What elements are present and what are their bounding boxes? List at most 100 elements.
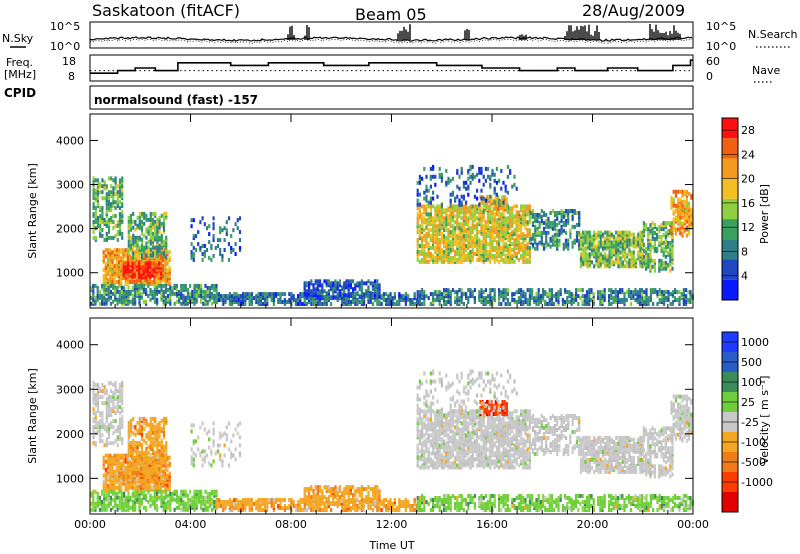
power-cell — [211, 301, 214, 306]
freq-right-tick-bottom: 0 — [706, 70, 713, 83]
power-cell — [556, 228, 559, 233]
power-cell — [96, 224, 100, 228]
power-cell — [669, 268, 672, 273]
power-cell — [560, 228, 563, 233]
velocity-cell — [94, 393, 97, 398]
power-cell — [534, 228, 537, 233]
power-cell — [149, 241, 152, 246]
power-cell — [536, 213, 539, 217]
power-cell — [148, 258, 151, 263]
power-cell — [625, 290, 628, 295]
power-cell — [321, 295, 324, 300]
power-cell — [575, 238, 579, 243]
power-cell — [480, 257, 483, 262]
power-cell — [248, 298, 251, 302]
power-cell — [645, 254, 648, 259]
power-cell — [570, 292, 573, 297]
power-cell — [129, 269, 132, 274]
power-cell — [190, 242, 193, 247]
power-cell — [434, 236, 437, 241]
power-cell — [630, 242, 633, 247]
power-cell — [113, 278, 116, 282]
power-cell — [142, 287, 145, 292]
power-cell — [473, 174, 476, 179]
power-cell — [597, 296, 600, 301]
power-cell — [469, 242, 472, 247]
velocity-cell — [102, 485, 105, 490]
power-cell — [460, 216, 463, 221]
power-cell — [107, 260, 110, 265]
velocity-cell — [109, 467, 112, 472]
velocity-cell — [118, 459, 121, 464]
power-cell — [504, 184, 507, 189]
velocity-cell — [114, 411, 117, 416]
power-cell — [425, 294, 428, 299]
power-cell — [149, 253, 152, 258]
power-cell — [619, 264, 622, 269]
velocity-cell — [102, 455, 105, 460]
power-cell — [567, 242, 570, 247]
power-cell — [619, 230, 622, 235]
power-cell — [490, 195, 493, 200]
power-cell — [471, 230, 474, 235]
power-cell — [465, 180, 468, 185]
power-cell — [162, 217, 166, 222]
power-cell — [493, 246, 496, 250]
power-cell — [601, 240, 605, 245]
power-cell — [112, 204, 115, 209]
power-cell — [189, 283, 192, 288]
power-cell — [429, 234, 432, 239]
velocity-cell — [116, 395, 119, 400]
power-cell — [270, 292, 273, 297]
power-cell — [651, 235, 654, 239]
power-cell — [662, 221, 665, 226]
power-cell — [534, 213, 537, 217]
power-cell — [391, 296, 394, 301]
power-cell — [134, 235, 137, 240]
power-cell — [647, 244, 650, 249]
power-cell — [121, 231, 124, 236]
power-cell — [653, 223, 656, 228]
power-cell — [670, 205, 673, 210]
power-cell — [264, 292, 267, 297]
velocity-cell — [114, 405, 117, 410]
power-cell — [653, 264, 656, 269]
velocity-cell — [118, 465, 121, 470]
power-cell — [156, 221, 159, 226]
power-cell — [458, 288, 461, 293]
power-cell — [178, 289, 181, 294]
power-cell — [462, 292, 465, 297]
power-cell — [261, 302, 264, 306]
power-cell — [305, 302, 308, 306]
power-cell — [451, 210, 454, 215]
power-cell — [522, 240, 525, 245]
power-cell — [391, 302, 394, 306]
velocity-cell — [96, 397, 100, 402]
power-cell — [547, 230, 550, 235]
power-cell — [604, 252, 607, 257]
velocity-cell — [105, 411, 108, 416]
power-cell — [610, 244, 613, 249]
power-cell — [509, 302, 512, 306]
power-cell — [660, 290, 663, 295]
power-cell — [522, 259, 525, 264]
power-cell — [454, 220, 457, 225]
power-cell — [469, 232, 472, 237]
power-cell — [674, 288, 677, 293]
power-cell — [498, 222, 501, 227]
power-cell — [231, 294, 234, 299]
power-cell — [645, 250, 648, 255]
power-cell — [127, 247, 130, 252]
power-cell — [165, 211, 168, 216]
power-cell — [140, 243, 144, 248]
power-cell — [112, 190, 115, 195]
power-cell — [378, 300, 381, 304]
power-cell — [511, 242, 514, 247]
power-cell — [546, 292, 549, 297]
power-cell — [687, 290, 690, 295]
velocity-cell — [124, 457, 127, 462]
power-cell — [398, 302, 401, 306]
power-cell — [616, 290, 619, 295]
power-cell — [345, 283, 348, 288]
power-cell — [621, 298, 624, 302]
